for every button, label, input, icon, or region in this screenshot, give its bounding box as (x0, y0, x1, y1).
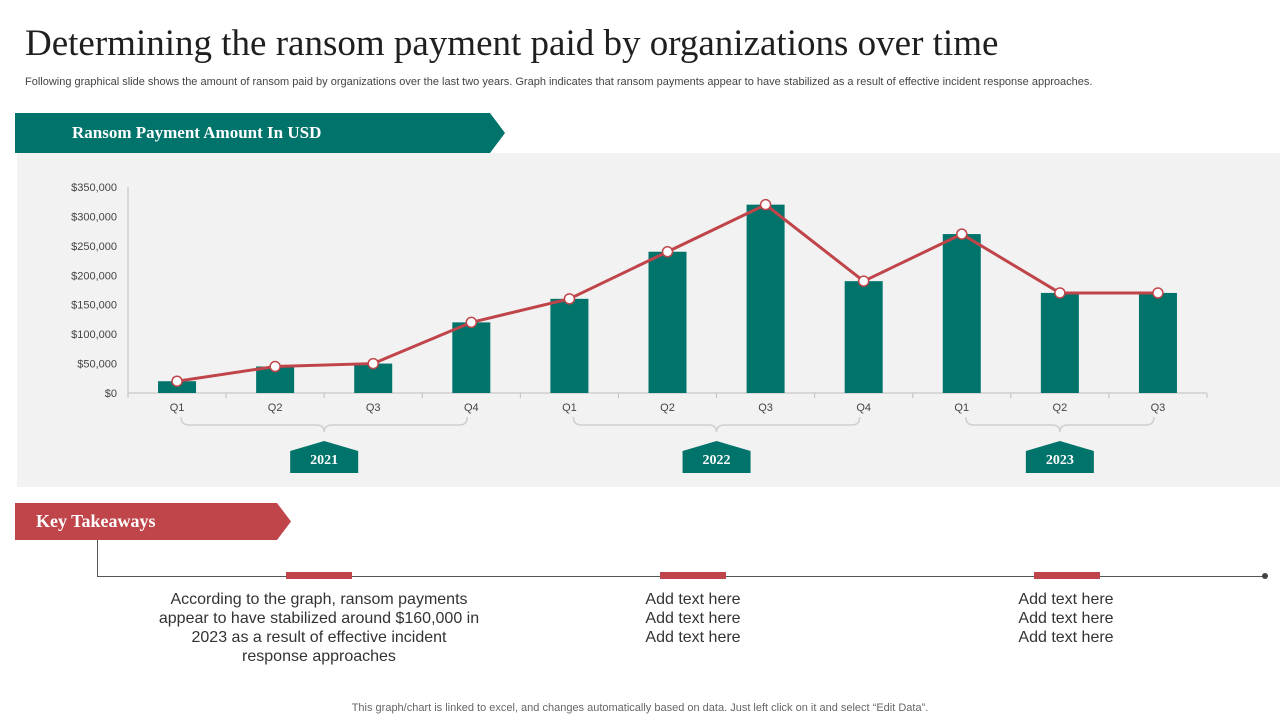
x-tick-label: Q1 (954, 402, 969, 414)
x-tick-label: Q4 (464, 402, 479, 414)
timeline-connector (97, 540, 98, 576)
takeaway-line: Add text here (1018, 591, 1114, 608)
year-badge (682, 441, 751, 473)
line-point (171, 375, 183, 387)
y-tick-label: $50,000 (77, 359, 117, 371)
x-tick-label: Q2 (1053, 402, 1068, 414)
y-tick-label: $350,000 (71, 182, 117, 194)
bar (942, 234, 981, 393)
bar (648, 251, 687, 393)
takeaway-text-1[interactable]: According to the graph, ransom payments … (139, 590, 499, 666)
x-tick-label: Q3 (758, 402, 773, 414)
bar (844, 281, 883, 393)
year-label: 2023 (1046, 453, 1074, 468)
timeline-end-dot (1262, 573, 1268, 579)
x-tick-label: Q2 (268, 402, 283, 414)
line-point (269, 360, 281, 373)
takeaway-line: response approaches (242, 648, 396, 665)
chart-header: Ransom Payment Amount In USD (15, 113, 505, 153)
y-tick-label: $250,000 (71, 241, 117, 253)
year-badge (1025, 441, 1094, 473)
x-tick-label: Q1 (562, 402, 577, 414)
bar (1138, 292, 1177, 393)
line-point (857, 275, 870, 287)
y-tick-label: $100,000 (71, 329, 117, 341)
line-point (563, 293, 576, 305)
takeaway-line: Add text here (1018, 610, 1114, 627)
x-tick-label: Q1 (170, 402, 185, 414)
year-badge (290, 441, 359, 473)
year-label: 2021 (310, 453, 338, 468)
takeaway-line: Add text here (645, 629, 741, 646)
takeaway-line: Add text here (1018, 629, 1114, 646)
takeaway-line: 2023 as a result of effective incident (191, 629, 447, 646)
takeaway-marker-1 (286, 572, 352, 579)
x-tick-label: Q3 (1151, 402, 1166, 414)
footer-note: This graph/chart is linked to excel, and… (351, 702, 929, 714)
x-tick-label: Q2 (660, 402, 675, 414)
page-title: Determining the ransom payment paid by o… (25, 23, 999, 64)
line-point (1054, 287, 1066, 299)
line-point (661, 245, 674, 258)
bar (550, 298, 589, 393)
bar (1040, 292, 1079, 393)
takeaway-line: According to the graph, ransom payments (170, 591, 468, 608)
page-subtitle: Following graphical slide shows the amou… (25, 76, 1093, 88)
year-brace (965, 416, 1155, 433)
year-label: 2022 (703, 453, 731, 468)
x-tick-label: Q3 (366, 402, 381, 414)
year-brace (572, 416, 861, 433)
year-brace (180, 416, 469, 433)
takeaway-text-3[interactable]: Add text here Add text here Add text her… (946, 590, 1186, 647)
x-tick-label: Q4 (856, 402, 871, 414)
takeaway-line: Add text here (645, 591, 741, 608)
takeaway-marker-3 (1034, 572, 1100, 579)
takeaway-text-2[interactable]: Add text here Add text here Add text her… (573, 590, 813, 647)
line-point (367, 357, 379, 370)
bar (452, 322, 491, 393)
y-tick-label: $0 (105, 388, 117, 400)
y-tick-label: $200,000 (71, 270, 117, 282)
bar (158, 381, 197, 393)
line-point (465, 316, 478, 329)
ransom-payment-chart[interactable]: $0 $50,000 $100,000 $150,000 $200,000 $250,00… (0, 0, 1280, 500)
line-point (1152, 287, 1164, 299)
key-takeaways-header: Key Takeaways (15, 503, 291, 540)
y-tick-label: $300,000 (71, 211, 117, 223)
y-tick-label: $150,000 (71, 300, 117, 312)
bar (746, 204, 785, 393)
line-point (956, 228, 968, 240)
takeaway-line: appear to have stabilized around $160,00… (158, 610, 480, 627)
line-point (759, 198, 772, 211)
takeaway-marker-2 (660, 572, 726, 579)
takeaway-line: Add text here (645, 610, 741, 627)
